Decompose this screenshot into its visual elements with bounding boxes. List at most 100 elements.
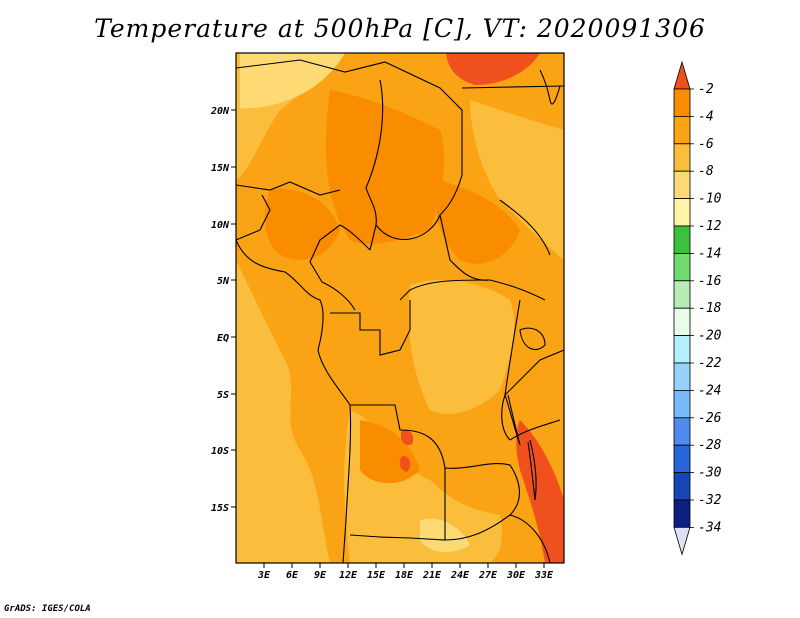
lon-tick-27e: 27E [478,563,498,581]
colorbar-label: -24 [698,383,721,398]
colorbar-swatch [673,116,691,145]
map-title: Temperature at 500hPa [C], VT: 202009130… [94,14,706,43]
border-lake-tanganyika [504,394,521,446]
lon-tick-21e: 21E [422,563,442,581]
field-region-minus8-west [236,260,330,563]
lat-tick-15n: 15N [211,163,236,174]
border-lake-victoria [519,327,546,350]
colorbar-label: -28 [698,438,722,453]
colorbar-label: -14 [698,246,721,261]
field-region-minus8-central [408,280,515,414]
lon-tick-24e: 24E [450,563,470,581]
border-niger-chad [365,79,384,251]
border-angola [349,404,446,541]
lon-tick-label: 3E [257,570,271,581]
lon-tick-label: 21E [422,570,442,581]
colorbar-label: -30 [698,466,722,481]
colorbar-swatch [673,307,691,337]
colorbar-label: -8 [698,164,714,179]
colorbar-swatch [673,472,691,501]
border-ethiopia [489,199,551,301]
colorbar-label: -4 [698,109,714,124]
colorbar-label: -26 [698,411,722,426]
lon-tick-33e: 33E [534,563,554,581]
lon-tick-label: 24E [450,570,470,581]
lat-tick-label: 5S [217,390,229,401]
colorbar-label: -2 [698,82,714,97]
lon-tick-label: 33E [534,570,554,581]
border-red-sea [539,69,561,105]
border-car [375,214,491,301]
colorbar-label: -34 [698,520,721,535]
lat-tick-label: 5N [217,276,230,287]
coastline-west [236,239,352,563]
colorbar-label: -6 [698,137,714,152]
lon-axis: 3E 6E 9E 12E 15E 18E 21E 24E 27E 30E 33E [257,563,554,581]
colorbar-label: -12 [698,219,722,234]
field-region-minus4-sahel [264,189,340,260]
colorbar-swatch [673,280,691,309]
lon-tick-18e: 18E [395,563,414,581]
lat-tick-label: 20N [210,106,230,117]
border-sahara-north [236,59,463,111]
lon-tick-30e: 30E [506,563,526,581]
lon-tick-6e: 6E [286,563,299,581]
colorbar-swatch [673,88,691,117]
colorbar-swatch [673,362,691,391]
border-tanzania [504,349,564,441]
lat-tick-label: 15N [211,163,230,174]
border-mozambique [509,514,551,563]
border-nigeria-cameroon [309,224,371,311]
field-region-minus2-patch-a [400,429,414,446]
lat-tick-20n: 20N [210,106,236,117]
colorbar-swatch [673,225,691,254]
country-borders [236,59,564,563]
lat-tick-10n: 10N [211,220,236,231]
lat-axis: 20N 15N 10N 5N EQ 5S 10S 15S [210,106,236,514]
lat-tick-label: 10N [211,220,230,231]
lon-tick-label: 6E [286,570,299,581]
field-region-minus10-north [240,53,345,109]
colorbar-legend: -2 -4 -6 -8 -10 -12 -14 -16 -18 -20 -22 -24 -26 -28 -3… [673,60,722,556]
border-senegal-mali [236,181,341,196]
lon-tick-9e: 9E [314,563,327,581]
field-region-minus4-east [436,180,520,264]
lat-tick-label: 10S [211,446,229,457]
field-region-minus4-sahara [326,90,445,245]
colorbar-label: -18 [698,301,722,316]
lat-tick-label: 15S [211,503,229,514]
colorbar-label: -32 [698,493,722,508]
colorbar-swatch [673,335,691,364]
border-congo [330,300,411,356]
colorbar-label: -10 [698,192,722,207]
colorbar-swatch [673,389,691,419]
colorbar-swatch [673,170,691,199]
lat-tick-5n: 5N [217,276,236,287]
map-frame [235,52,565,564]
colorbar-swatch [673,198,691,227]
colorbar-swatch [673,252,691,282]
colorbar-swatch [673,499,691,528]
field-region-minus8-northeast [470,100,564,260]
field-region-minus2-southeast [516,420,564,563]
colorbar-swatch [673,143,691,172]
lon-tick-3e: 3E [257,563,271,581]
colorbar-arrow-bottom [673,527,691,556]
lon-tick-12e: 12E [339,563,358,581]
border-zambia [444,463,520,541]
colorbar-swatch [673,417,691,446]
lat-tick-label: EQ [217,333,229,344]
border-lake-malawi [527,439,537,501]
colorbar-label: -16 [698,274,722,289]
lon-tick-15e: 15E [367,563,386,581]
lon-tick-label: 27E [478,570,498,581]
colorbar-label: -20 [698,329,722,344]
lat-tick-5s: 5S [217,390,236,401]
lon-tick-label: 12E [339,570,358,581]
lat-tick-10s: 10S [211,446,236,457]
lon-tick-label: 18E [395,570,414,581]
lat-tick-eq: EQ [217,333,236,344]
colorbar-swatch [673,444,691,474]
lon-tick-label: 30E [506,570,526,581]
